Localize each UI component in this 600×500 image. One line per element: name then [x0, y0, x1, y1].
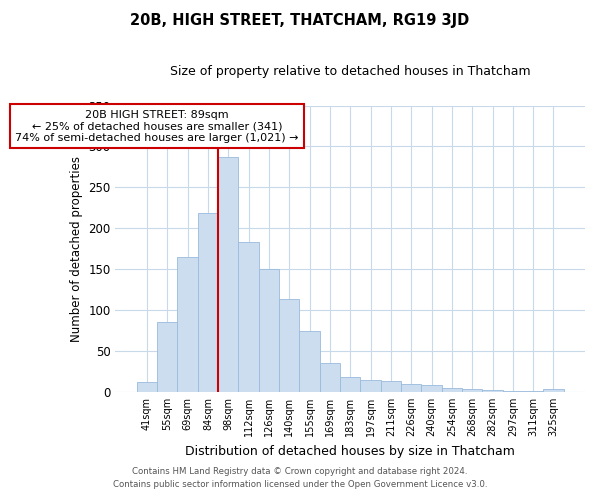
Bar	[442, 388, 462, 392]
X-axis label: Distribution of detached houses by size in Thatcham: Distribution of detached houses by size …	[185, 444, 515, 458]
Bar	[503, 391, 523, 392]
Bar	[259, 269, 279, 392]
Bar	[421, 386, 442, 392]
Bar	[218, 157, 238, 392]
Bar	[178, 257, 198, 392]
Bar	[279, 298, 299, 392]
Bar	[381, 382, 401, 392]
Bar	[320, 364, 340, 392]
Bar	[157, 322, 178, 392]
Bar	[523, 391, 544, 392]
Title: Size of property relative to detached houses in Thatcham: Size of property relative to detached ho…	[170, 65, 530, 78]
Bar	[361, 380, 381, 392]
Bar	[137, 382, 157, 392]
Text: 20B HIGH STREET: 89sqm
← 25% of detached houses are smaller (341)
74% of semi-de: 20B HIGH STREET: 89sqm ← 25% of detached…	[16, 110, 299, 143]
Bar	[238, 242, 259, 392]
Text: 20B, HIGH STREET, THATCHAM, RG19 3JD: 20B, HIGH STREET, THATCHAM, RG19 3JD	[130, 12, 470, 28]
Bar	[544, 390, 563, 392]
Bar	[299, 330, 320, 392]
Bar	[462, 390, 482, 392]
Y-axis label: Number of detached properties: Number of detached properties	[70, 156, 83, 342]
Text: Contains HM Land Registry data © Crown copyright and database right 2024.
Contai: Contains HM Land Registry data © Crown c…	[113, 468, 487, 489]
Bar	[340, 377, 361, 392]
Bar	[401, 384, 421, 392]
Bar	[482, 390, 503, 392]
Bar	[198, 212, 218, 392]
